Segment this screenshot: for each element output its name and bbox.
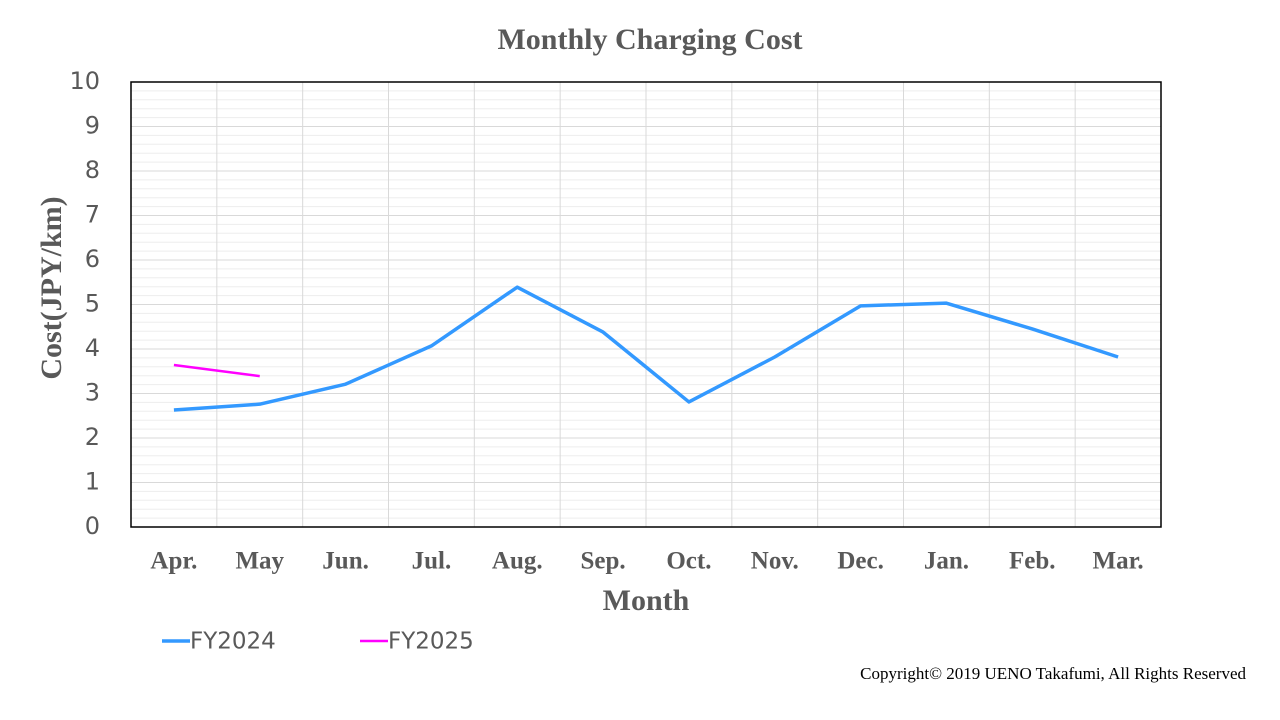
y-tick-label: 5	[85, 290, 100, 318]
y-tick-label: 7	[85, 201, 100, 229]
series-line	[173, 285, 1119, 412]
plot-frame	[130, 81, 1162, 528]
x-tick-label: Nov.	[751, 548, 799, 575]
x-tick-label: Sep.	[581, 548, 626, 575]
y-axis-label: Cost(JPY/km)	[35, 196, 68, 379]
x-tick-label: Jan.	[924, 548, 969, 575]
x-tick-label: Jun.	[322, 548, 369, 575]
y-tick-label: 10	[69, 67, 100, 95]
y-tick-label: 4	[85, 334, 100, 362]
y-tick-label: 8	[85, 156, 100, 184]
y-tick-label: 2	[85, 423, 100, 451]
y-tick-label: 9	[85, 112, 100, 140]
series-line	[173, 363, 260, 378]
x-tick-label: Dec.	[837, 548, 884, 575]
legend-label: FY2024	[190, 629, 276, 655]
x-tick-label: Jul.	[412, 548, 452, 575]
y-tick-label: 1	[85, 468, 100, 496]
copyright: Copyright© 2019 UENO Takafumi, All Right…	[860, 664, 1246, 683]
y-tick-label: 6	[85, 245, 100, 273]
legend-label: FY2025	[388, 629, 474, 655]
chart-title: Monthly Charging Cost	[497, 23, 802, 56]
y-tick-label: 0	[85, 512, 100, 540]
x-axis-label: Month	[603, 584, 690, 617]
x-tick-label: Aug.	[492, 548, 543, 575]
x-tick-label: Apr.	[150, 548, 197, 575]
x-tick-label: Feb.	[1009, 548, 1056, 575]
x-tick-label: Mar.	[1093, 548, 1144, 575]
x-tick-label: Oct.	[666, 548, 711, 575]
x-tick-label: May	[235, 548, 284, 575]
y-tick-label: 3	[85, 379, 100, 407]
